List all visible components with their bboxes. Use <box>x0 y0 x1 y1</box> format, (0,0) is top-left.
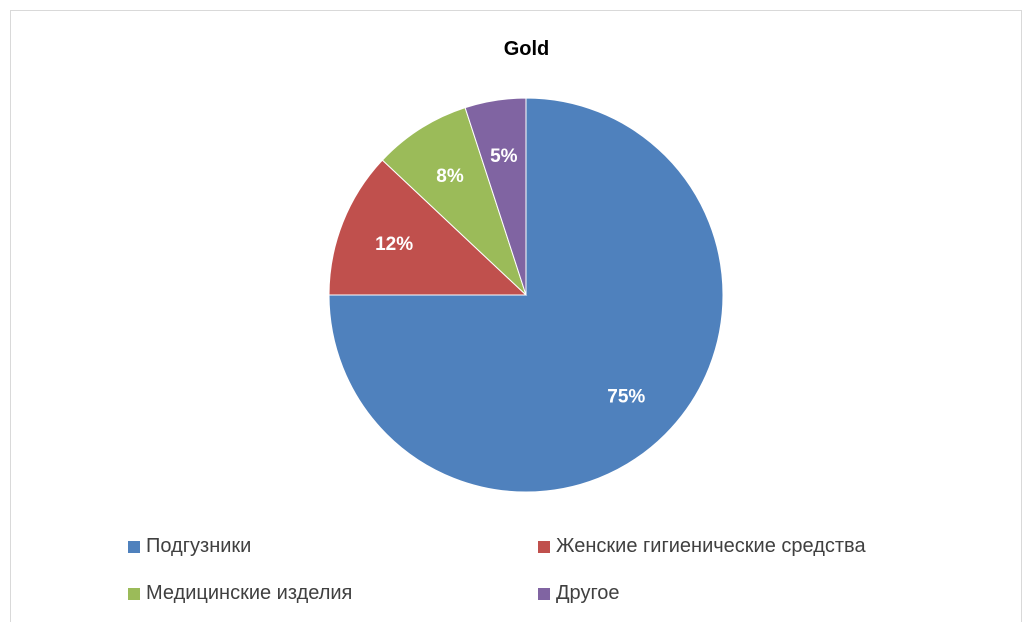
slice-label: 75% <box>607 386 645 407</box>
pie-slice-diapers <box>328 97 724 493</box>
pie-slice-medical <box>381 107 527 296</box>
slice-label: 12% <box>375 234 413 255</box>
chart-title: Gold <box>503 38 550 60</box>
pie-slice-other <box>464 97 527 296</box>
pie-slice-feminine-hygiene <box>328 159 528 296</box>
slice-label: 8% <box>436 166 464 187</box>
slice-label: 5% <box>490 146 518 167</box>
